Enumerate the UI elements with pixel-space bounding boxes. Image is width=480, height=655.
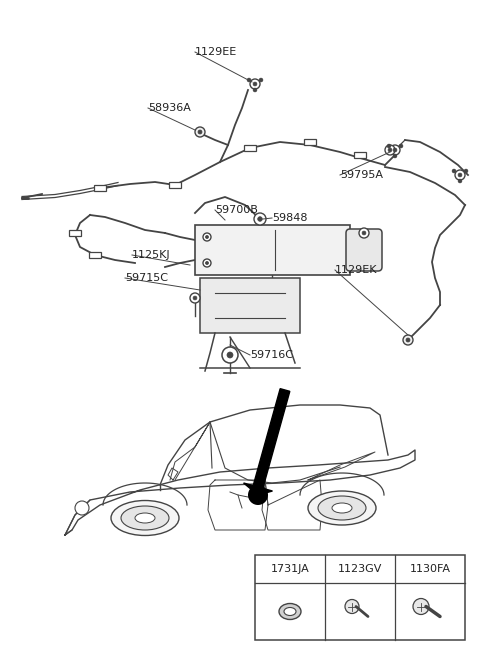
Text: 1129EK: 1129EK [335,265,377,275]
Circle shape [193,296,197,300]
Circle shape [403,335,413,345]
Circle shape [258,217,262,221]
Circle shape [390,145,400,155]
Ellipse shape [332,503,352,513]
Ellipse shape [121,506,169,530]
Ellipse shape [308,491,376,525]
Circle shape [359,228,369,238]
Text: 1731JA: 1731JA [271,564,310,574]
Circle shape [250,79,260,89]
Circle shape [227,352,233,358]
Circle shape [253,88,257,92]
Ellipse shape [318,496,366,520]
Circle shape [248,485,268,505]
Circle shape [195,127,205,137]
Text: 1125KJ: 1125KJ [132,250,170,260]
Circle shape [345,599,359,614]
Circle shape [387,144,391,148]
Bar [200,278,300,333]
Circle shape [75,501,89,515]
Bar [69,230,81,236]
Polygon shape [243,388,290,495]
Ellipse shape [284,607,296,616]
Circle shape [205,236,208,238]
Circle shape [464,169,468,173]
Circle shape [406,338,410,342]
Text: 1130FA: 1130FA [409,564,451,574]
Bar [354,152,366,158]
Bar [304,139,316,145]
Text: 1129EE: 1129EE [195,47,237,57]
Circle shape [222,347,238,363]
Circle shape [203,233,211,241]
Text: 59716C: 59716C [250,350,293,360]
Bar [244,145,256,151]
Circle shape [458,173,462,177]
Text: 59715C: 59715C [125,273,168,283]
Circle shape [259,78,263,82]
Ellipse shape [111,500,179,536]
Circle shape [190,293,200,303]
Circle shape [254,213,266,225]
Bar [195,225,350,275]
Circle shape [393,148,397,152]
Bar [89,252,101,258]
Bar [169,182,181,188]
Circle shape [399,144,403,148]
Circle shape [247,78,251,82]
Circle shape [385,145,395,155]
Circle shape [458,179,462,183]
Circle shape [388,148,392,152]
Circle shape [393,154,397,158]
Circle shape [452,169,456,173]
Bar [94,185,106,191]
FancyBboxPatch shape [346,229,382,271]
Circle shape [253,82,257,86]
Text: 58936A: 58936A [148,103,191,113]
Circle shape [205,261,208,265]
Ellipse shape [279,603,301,620]
Circle shape [413,599,429,614]
Text: 1123GV: 1123GV [338,564,382,574]
Text: 59795A: 59795A [340,170,383,180]
Circle shape [198,130,202,134]
Text: 59700B: 59700B [215,205,258,215]
Text: 59848: 59848 [272,213,308,223]
Bar [255,555,465,640]
Circle shape [455,170,465,180]
Circle shape [203,259,211,267]
Circle shape [362,231,366,235]
Ellipse shape [135,513,155,523]
